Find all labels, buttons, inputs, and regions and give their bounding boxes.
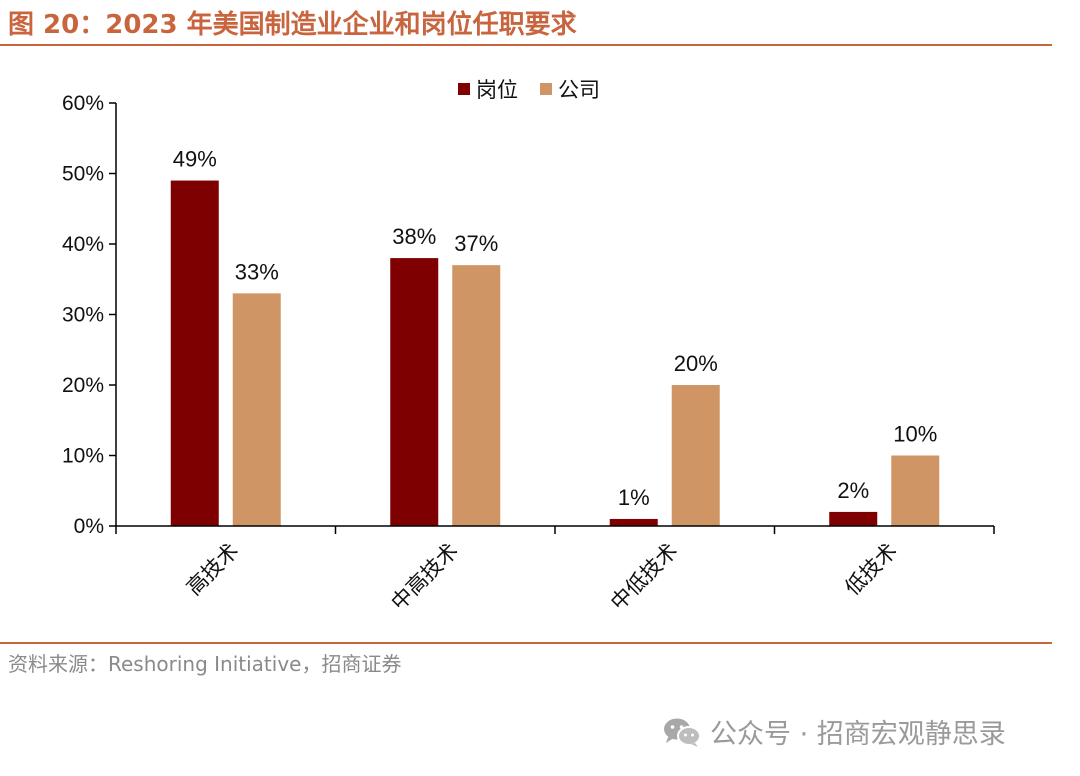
bar — [452, 265, 501, 526]
source-divider — [0, 642, 1052, 644]
bar — [609, 518, 658, 526]
y-tick-label: 20% — [62, 374, 104, 397]
data-label: 37% — [454, 231, 498, 256]
y-tick-label: 30% — [62, 304, 104, 327]
y-axis: 0% 10% 20% 30% 40% 50% 60% — [62, 92, 117, 538]
figure-title: 图 20：2023 年美国制造业企业和岗位任职要求 — [8, 10, 577, 40]
legend-label: 岗位 — [476, 78, 518, 102]
bar — [671, 385, 720, 526]
data-label: 1% — [618, 485, 650, 510]
title-divider — [0, 44, 1052, 46]
bars: 49% 33% 38% 37% 1% 20% 2% 10% — [170, 147, 940, 527]
bar — [829, 511, 878, 526]
y-tick-label: 50% — [62, 163, 104, 186]
y-tick-label: 40% — [62, 233, 104, 256]
x-category-label: 低技术 — [840, 539, 902, 601]
watermark-text: 公众号 · 招商宏观静思录 — [710, 719, 1006, 750]
bar — [390, 258, 439, 526]
data-label: 20% — [674, 351, 718, 376]
legend-swatch — [458, 83, 470, 95]
legend-swatch — [540, 83, 552, 95]
x-category-label: 中高技术 — [386, 539, 462, 615]
x-category-label: 高技术 — [182, 539, 244, 601]
y-tick-label: 10% — [62, 445, 104, 468]
data-label: 38% — [392, 224, 436, 249]
x-category-label: 中低技术 — [606, 539, 682, 615]
bar — [232, 293, 281, 526]
data-label: 49% — [173, 147, 217, 172]
chart-legend: 岗位 公司 — [458, 78, 600, 102]
bar — [891, 455, 940, 526]
data-label: 2% — [837, 478, 869, 503]
bar-chart: 岗位 公司 0% 10% 20% 30% 40% 50% 60% 49% 33% 38% 37% 1%… — [62, 78, 995, 615]
data-label: 10% — [893, 422, 937, 447]
legend-label: 公司 — [558, 78, 600, 102]
bar — [170, 180, 219, 527]
wechat-icon — [664, 718, 701, 747]
watermark: 公众号 · 招商宏观静思录 — [662, 712, 1006, 751]
data-label: 33% — [235, 259, 279, 284]
source-note: 资料来源：Reshoring Initiative，招商证券 — [8, 652, 402, 676]
y-tick-label: 60% — [62, 92, 104, 115]
x-axis: 高技术 中高技术 中低技术 低技术 — [115, 525, 995, 615]
y-tick-label: 0% — [74, 515, 104, 538]
